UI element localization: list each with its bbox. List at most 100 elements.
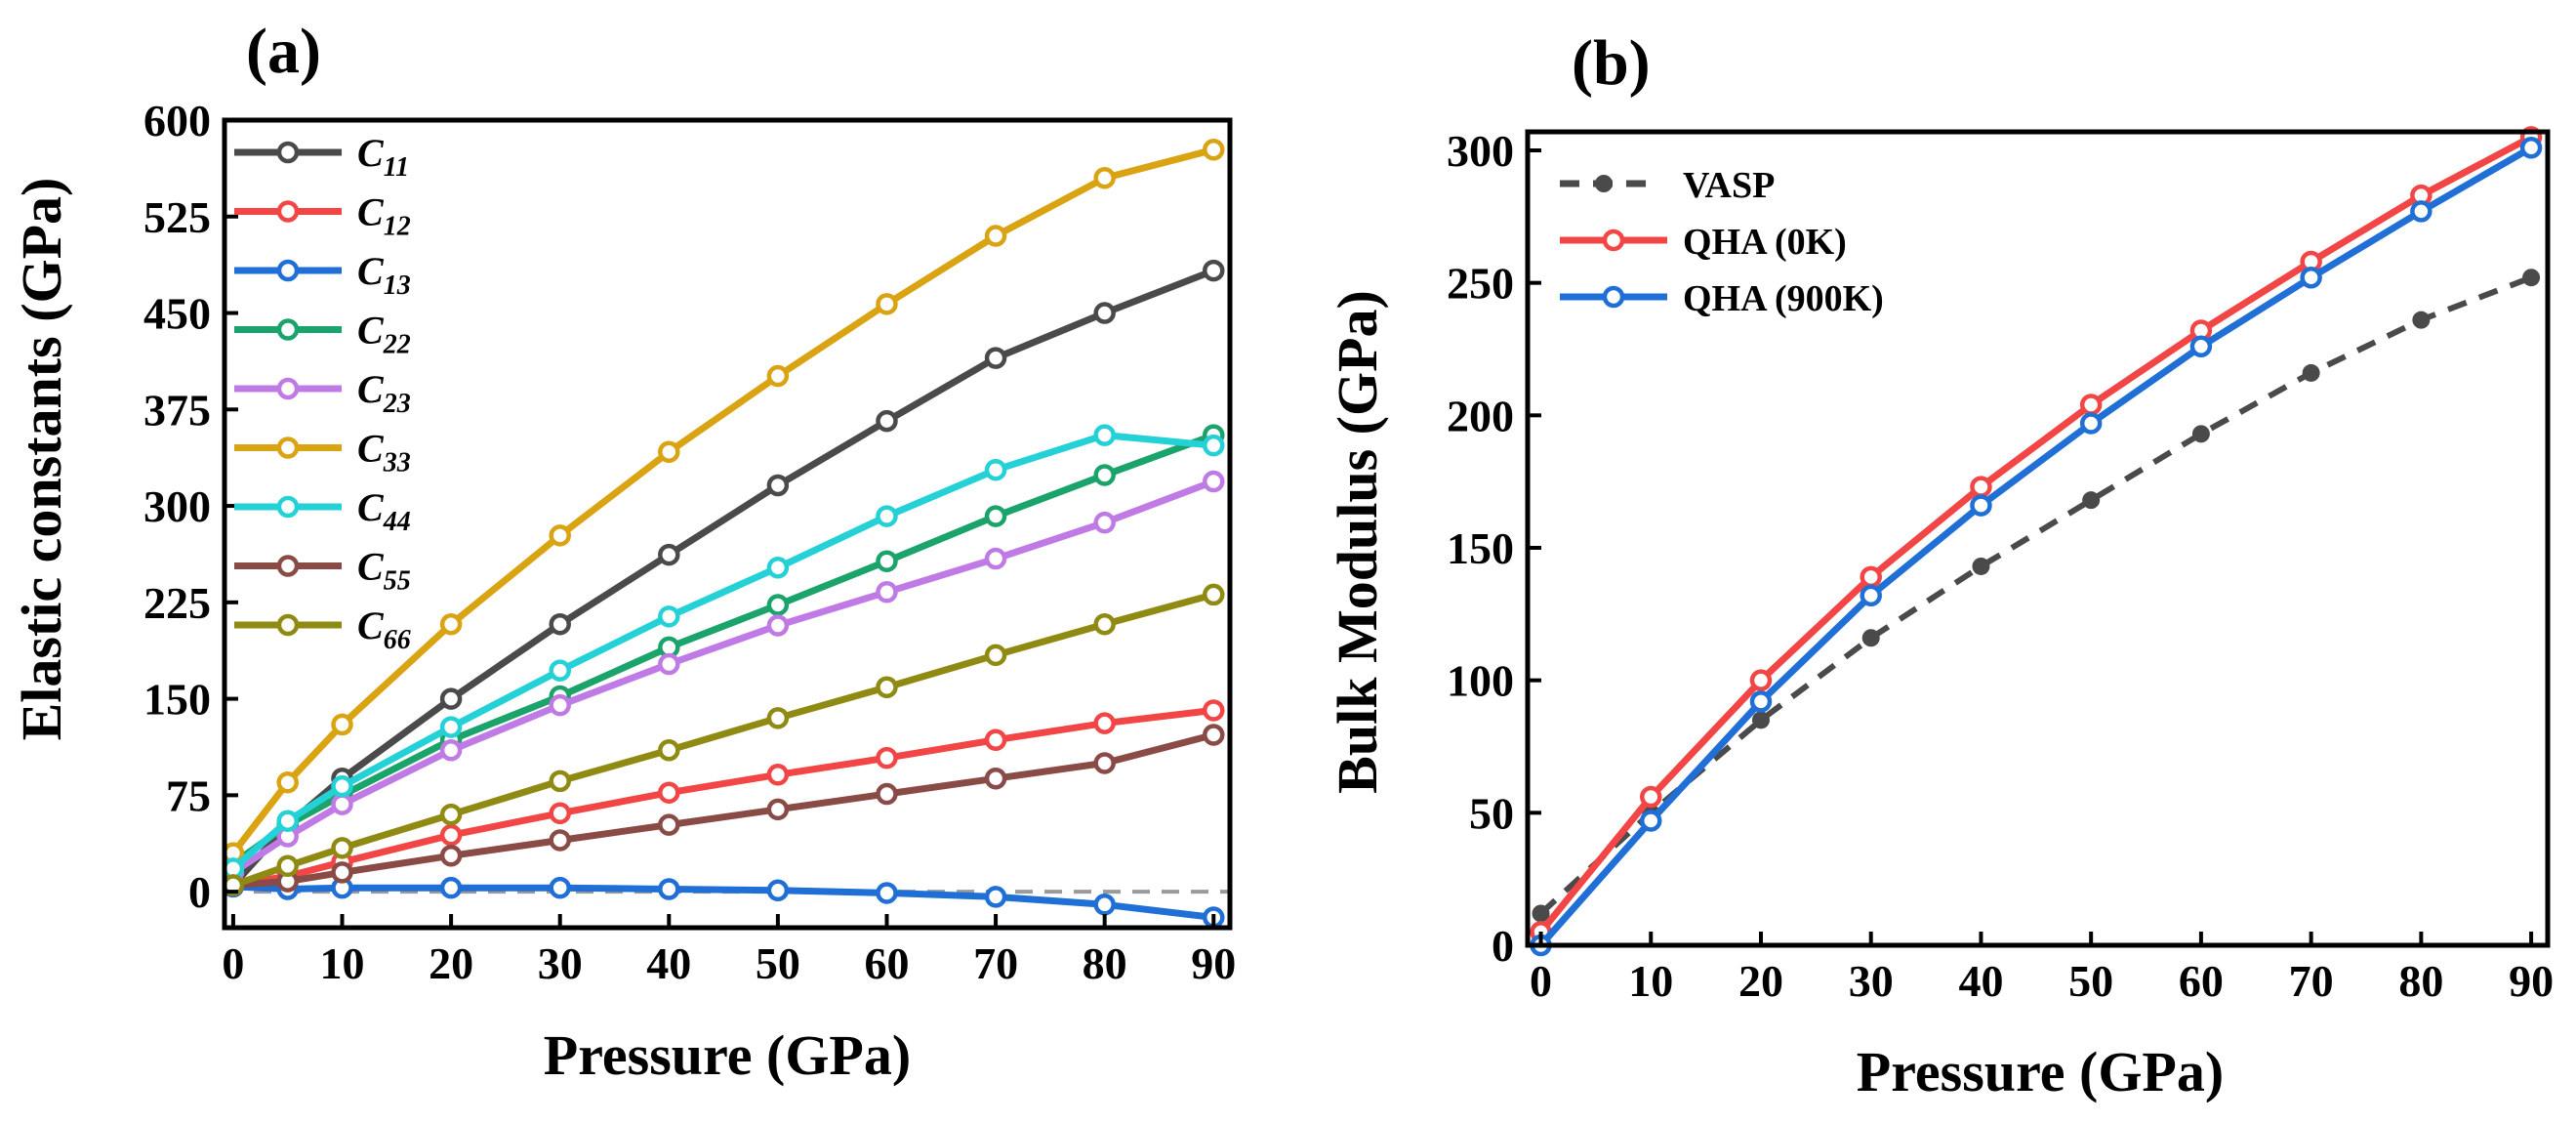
a-point-c13 xyxy=(766,879,790,902)
b-point-qha-900k xyxy=(2410,200,2433,223)
a-legend-label: C13 xyxy=(357,249,411,301)
a-y-tick-label: 75 xyxy=(166,770,211,820)
a-point-c55 xyxy=(549,829,571,852)
a-point-c55 xyxy=(876,782,898,806)
a-point-c33 xyxy=(276,770,299,794)
b-point-vasp xyxy=(1972,557,1990,575)
a-point-c44 xyxy=(439,716,463,738)
panel-b-x-axis-title: Pressure (GPa) xyxy=(1857,1040,2224,1103)
a-point-c12 xyxy=(439,823,463,847)
a-x-tick-label: 40 xyxy=(646,938,691,988)
a-series-c13 xyxy=(222,875,1225,929)
a-point-c13 xyxy=(984,886,1007,908)
a-point-c13 xyxy=(549,876,571,899)
b-x-tick-label: 60 xyxy=(2179,956,2224,1006)
a-point-c23 xyxy=(331,793,353,815)
b-series-line-qha-0k xyxy=(1537,134,2533,935)
a-x-tick-label: 50 xyxy=(756,938,800,988)
b-point-vasp xyxy=(1861,629,1880,647)
b-point-qha-900k xyxy=(2300,266,2322,289)
a-y-tick-label: 525 xyxy=(143,192,211,242)
b-legend-item-qha-0k: QHA (0K) xyxy=(1560,222,1847,263)
a-point-c44 xyxy=(984,458,1007,481)
a-x-tick-label: 20 xyxy=(429,938,473,988)
a-point-c55 xyxy=(439,845,463,867)
a-point-c11 xyxy=(766,474,790,497)
a-y-tick-label: 450 xyxy=(143,289,211,339)
b-legend-marker xyxy=(1595,175,1613,192)
a-point-c23 xyxy=(1093,511,1116,534)
b-legend-item-qha-900k: QHA (900K) xyxy=(1560,278,1884,319)
a-legend-item-c22: C22 xyxy=(234,309,411,360)
a-x-tick-label: 30 xyxy=(538,938,583,988)
a-point-c33 xyxy=(1203,139,1225,161)
b-y-tick-label: 300 xyxy=(1447,126,1514,176)
a-legend-label: C55 xyxy=(357,545,411,597)
a-legend-label: C12 xyxy=(357,190,411,242)
b-point-vasp xyxy=(1751,711,1770,729)
a-series-c33 xyxy=(222,139,1225,864)
a-x-tick-label: 80 xyxy=(1083,938,1127,988)
a-legend-marker xyxy=(276,613,300,637)
a-legend-item-c66: C66 xyxy=(234,603,411,655)
a-point-c23 xyxy=(876,581,898,603)
a-point-c66 xyxy=(276,854,299,878)
b-x-tick-label: 0 xyxy=(1530,956,1552,1006)
b-series-vasp xyxy=(1532,269,2541,923)
a-x-tick-label: 0 xyxy=(222,938,244,988)
a-legend-item-c33: C33 xyxy=(234,427,411,478)
a-point-c11 xyxy=(876,409,898,433)
a-point-c33 xyxy=(439,612,463,636)
a-point-c44 xyxy=(1203,434,1225,457)
b-legend-marker xyxy=(1602,285,1625,309)
b-x-tick-label: 90 xyxy=(2509,956,2554,1006)
panel-a-y-axis-title: Elastic constants (GPa) xyxy=(10,178,73,741)
b-x-tick-label: 10 xyxy=(1628,956,1673,1006)
a-point-c66 xyxy=(549,769,571,793)
a-point-c11 xyxy=(549,612,571,636)
a-y-tick-label: 375 xyxy=(143,385,211,435)
a-point-c66 xyxy=(331,837,353,859)
a-y-tick-label: 225 xyxy=(143,578,211,628)
b-legend-marker xyxy=(1602,229,1625,252)
a-point-c12 xyxy=(1093,712,1116,734)
a-point-c12 xyxy=(658,781,680,804)
a-legend-label: C66 xyxy=(357,603,411,655)
b-point-qha-0k xyxy=(1970,476,1992,498)
a-series-c44 xyxy=(222,424,1225,880)
a-point-c12 xyxy=(984,728,1007,751)
panel-a-legend: C11 C12 C13 C22 C23 C33 C44 C55 C66 xyxy=(234,131,411,655)
panel-a: (a) Elastic constants (GPa) Pressure (GP… xyxy=(10,16,1236,1087)
b-legend-label: QHA (900K) xyxy=(1683,278,1884,319)
panel-b-label: (b) xyxy=(1572,27,1651,99)
a-point-c44 xyxy=(276,810,299,832)
b-series-line-vasp xyxy=(1538,274,2533,916)
a-point-c23 xyxy=(984,547,1007,570)
a-point-c11 xyxy=(1203,259,1225,282)
a-point-c12 xyxy=(766,764,790,786)
a-point-c23 xyxy=(1203,470,1225,493)
a-point-c66 xyxy=(658,739,680,762)
b-x-tick-label: 30 xyxy=(1849,956,1894,1006)
b-y-tick-label: 50 xyxy=(1469,788,1514,838)
a-legend-label: C44 xyxy=(357,485,411,537)
a-legend-marker xyxy=(276,495,300,519)
a-series-c55 xyxy=(222,724,1225,896)
a-point-c13 xyxy=(658,878,680,900)
a-point-c33 xyxy=(984,225,1007,247)
a-point-c66 xyxy=(876,676,898,698)
a-point-c33 xyxy=(549,524,571,547)
a-legend-marker xyxy=(276,377,300,400)
a-series-line-c13 xyxy=(232,883,1214,921)
b-y-tick-label: 0 xyxy=(1492,921,1514,971)
b-y-tick-label: 150 xyxy=(1447,523,1514,573)
b-point-vasp xyxy=(2412,311,2431,329)
a-point-c12 xyxy=(876,746,898,769)
panel-a-plot-frame xyxy=(222,117,1233,931)
b-legend-item-vasp: VASP xyxy=(1560,165,1775,206)
a-point-c66 xyxy=(766,707,790,729)
a-legend-label: C22 xyxy=(357,309,411,360)
a-point-c13 xyxy=(439,876,463,899)
a-point-c33 xyxy=(876,293,898,315)
a-series-line-c55 xyxy=(232,731,1215,889)
